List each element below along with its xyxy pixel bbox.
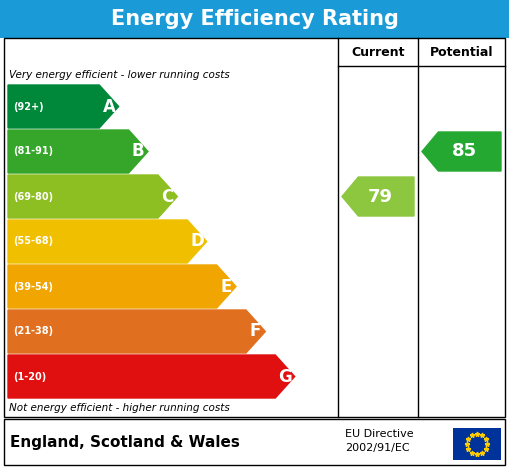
Text: (55-68): (55-68) [13,236,53,247]
Polygon shape [8,355,295,398]
Polygon shape [342,177,414,216]
Polygon shape [8,310,265,353]
Text: Not energy efficient - higher running costs: Not energy efficient - higher running co… [9,403,230,413]
Text: (69-80): (69-80) [13,191,53,201]
Text: (39-54): (39-54) [13,282,53,291]
Polygon shape [8,265,236,308]
Text: England, Scotland & Wales: England, Scotland & Wales [10,434,240,450]
Text: (92+): (92+) [13,101,44,112]
Bar [453,428,501,460]
Polygon shape [422,132,501,171]
Polygon shape [8,130,148,173]
Text: A: A [102,98,116,115]
Bar [0,417,509,467]
Text: E: E [220,277,232,296]
Polygon shape [8,220,207,263]
Text: F: F [250,323,261,340]
Text: 85: 85 [451,142,477,161]
Text: D: D [190,233,204,250]
Text: (81-91): (81-91) [13,147,53,156]
Text: Current: Current [351,45,405,58]
Bar [0,0,509,38]
Text: (21-38): (21-38) [13,326,53,337]
Text: 79: 79 [368,187,393,205]
Text: Potential: Potential [430,45,493,58]
Text: Very energy efficient - lower running costs: Very energy efficient - lower running co… [9,70,230,80]
Polygon shape [8,175,177,218]
Text: C: C [161,187,174,205]
Text: Energy Efficiency Rating: Energy Efficiency Rating [110,9,399,29]
Polygon shape [8,85,119,128]
Bar [4,38,505,417]
Text: B: B [132,142,145,161]
Text: (1-20): (1-20) [13,372,46,382]
Text: G: G [278,368,292,385]
Text: EU Directive
2002/91/EC: EU Directive 2002/91/EC [345,429,414,453]
